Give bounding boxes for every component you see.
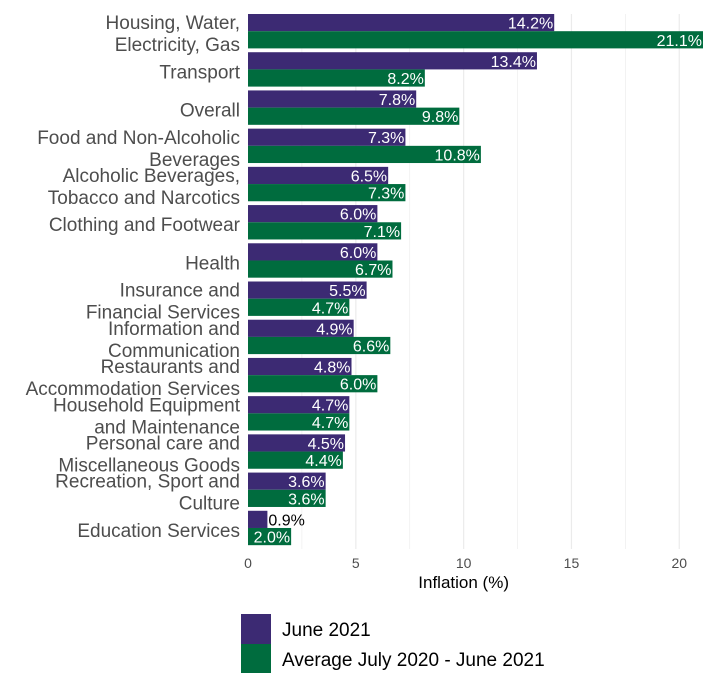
- x-tick-label: 15: [564, 555, 580, 571]
- category-label: Miscellaneous Goods: [58, 455, 240, 476]
- bar: [248, 166, 389, 185]
- bar-value-label: 6.5%: [351, 168, 387, 185]
- category-label: Restaurants and: [101, 357, 240, 378]
- category-label: Communication: [108, 341, 240, 362]
- category-label: Overall: [180, 101, 240, 122]
- bar-value-label: 7.8%: [379, 92, 415, 109]
- category-label: Recreation, Sport and: [55, 472, 240, 493]
- bar-value-label: 4.8%: [314, 360, 350, 377]
- legend-label: Average July 2020 - June 2021: [282, 650, 545, 671]
- bar-value-label: 4.9%: [316, 321, 352, 338]
- bar: [248, 205, 378, 223]
- bar-value-label: 2.0%: [254, 530, 290, 547]
- category-label: Financial Services: [86, 303, 240, 324]
- x-tick-label: 10: [456, 555, 472, 571]
- category-label: Information and: [108, 319, 240, 340]
- bar-value-label: 6.0%: [340, 377, 376, 394]
- bar-value-label: 4.7%: [312, 398, 348, 415]
- bar-value-label: 7.3%: [368, 186, 404, 203]
- bar: [248, 90, 417, 108]
- category-label: Transport: [159, 62, 240, 83]
- category-label: Housing, Water,: [106, 13, 240, 34]
- category-label: Personal care and: [86, 433, 240, 454]
- bar: [248, 375, 378, 393]
- bar-value-label: 10.8%: [435, 147, 480, 164]
- bar-value-label: 3.6%: [288, 491, 324, 508]
- bar: [248, 298, 350, 316]
- bar-value-label: 9.8%: [422, 109, 458, 126]
- bar: [248, 510, 268, 528]
- bar: [248, 222, 402, 240]
- bar: [248, 260, 393, 278]
- bar-value-label: 14.2%: [508, 16, 553, 33]
- bar: [248, 107, 460, 125]
- x-axis-ticks: 0 5 10 15 20: [244, 555, 687, 571]
- category-label: Insurance and: [120, 281, 240, 302]
- category-label: Electricity, Gas: [115, 35, 240, 56]
- bar: [248, 472, 326, 490]
- bar: [248, 357, 352, 376]
- bar: [248, 489, 326, 507]
- bar-value-label: 7.3%: [368, 130, 404, 147]
- bar-value-label: 6.0%: [340, 245, 376, 262]
- bar: [248, 413, 350, 431]
- category-label: and Maintenance: [94, 417, 240, 438]
- legend-label: June 2021: [282, 620, 371, 641]
- bar-value-label: 4.5%: [308, 436, 344, 453]
- bar: [248, 319, 354, 337]
- bar: [248, 184, 406, 202]
- bar: [248, 434, 346, 452]
- bar: [248, 128, 406, 146]
- category-label: Accommodation Services: [26, 379, 240, 400]
- bar: [248, 243, 378, 261]
- bar-value-label: 0.9%: [268, 512, 304, 529]
- bar: [248, 451, 343, 469]
- legend-swatch: [241, 644, 271, 673]
- bar-value-label: 6.7%: [355, 262, 391, 279]
- bar-value-label: 13.4%: [491, 54, 536, 71]
- bar-value-label: 5.5%: [329, 283, 365, 300]
- x-axis-title: Inflation (%): [418, 573, 509, 592]
- bar: [248, 14, 555, 32]
- bar-value-label: 21.1%: [657, 33, 702, 50]
- bar: [248, 396, 350, 414]
- category-label: Culture: [179, 494, 240, 515]
- bar-value-label: 3.6%: [288, 474, 324, 491]
- bar: [248, 527, 292, 546]
- bar-value-label: 7.1%: [364, 224, 400, 241]
- category-label: Beverages: [149, 150, 240, 171]
- bar: [248, 145, 481, 164]
- category-label: Household Equipment: [53, 395, 241, 416]
- bar-value-label: 6.0%: [340, 207, 376, 224]
- x-tick-label: 5: [352, 555, 360, 571]
- category-label: Health: [185, 253, 240, 274]
- bar-value-label: 4.7%: [312, 300, 348, 317]
- bar: [248, 52, 537, 70]
- category-label: Food and Non-Alcoholic: [37, 128, 240, 149]
- bar: [248, 31, 703, 49]
- category-label: Clothing and Footwear: [49, 215, 241, 236]
- category-label: Alcoholic Beverages,: [63, 166, 240, 187]
- bar: [248, 69, 425, 87]
- bar-value-label: 4.4%: [305, 453, 341, 470]
- legend: June 2021 Average July 2020 - June 2021: [241, 614, 545, 673]
- bar: [248, 336, 391, 355]
- bar-value-label: 4.7%: [312, 415, 348, 432]
- category-label: Education Services: [77, 521, 240, 542]
- category-label: Tobacco and Narcotics: [48, 188, 240, 209]
- x-tick-label: 20: [671, 555, 687, 571]
- x-tick-label: 0: [244, 555, 252, 571]
- bar-value-label: 6.6%: [353, 339, 389, 356]
- bar: [248, 281, 367, 299]
- legend-swatch: [241, 614, 271, 644]
- category-labels: Housing, Water,Electricity, Gas Transport…: [26, 13, 241, 542]
- bars: 14.2%13.4%7.8%7.3%6.5%6.0%6.0%5.5%4.9%4.…: [248, 14, 703, 547]
- bar-value-label: 8.2%: [387, 71, 423, 88]
